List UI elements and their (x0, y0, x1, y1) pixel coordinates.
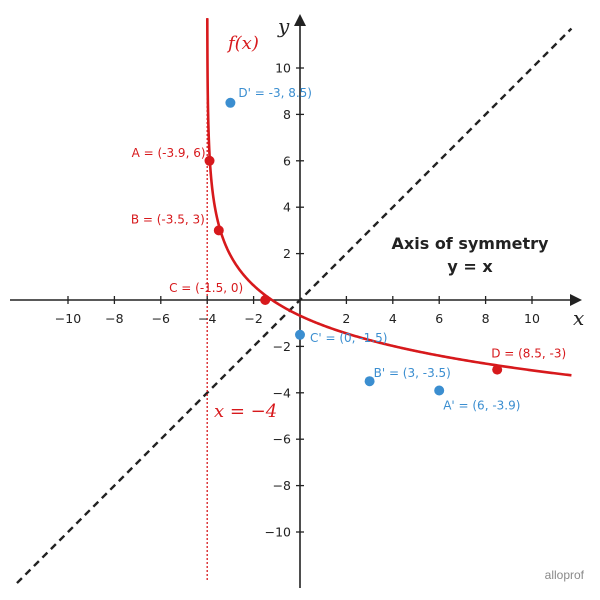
point-label: C = (-1.5, 0) (169, 281, 243, 295)
x-tick-label: 2 (342, 311, 350, 326)
y-axis-arrow (294, 14, 306, 26)
data-point (364, 376, 375, 387)
x-tick-label: 4 (389, 311, 397, 326)
point-label: A' = (6, -3.9) (443, 398, 520, 412)
point-label: B = (-3.5, 3) (131, 212, 205, 226)
y-tick-label: −2 (273, 339, 291, 354)
y-tick-label: 4 (283, 200, 291, 215)
y-tick-label: −10 (265, 525, 291, 540)
y-tick-label: −6 (273, 432, 291, 447)
point-label: D' = -3, 8.5) (238, 86, 312, 100)
x-tick-label: 8 (482, 311, 490, 326)
asymptote-label: x = −4 (214, 401, 277, 422)
point-label: A = (-3.9, 6) (132, 146, 206, 160)
data-point (295, 329, 305, 340)
symmetry-equation: y = x (447, 257, 493, 276)
x-tick-label: −2 (244, 311, 262, 326)
data-point (492, 364, 503, 375)
data-point (225, 97, 236, 108)
y-tick-label: 6 (283, 153, 291, 168)
point-label: C' = (0, -1.5) (310, 331, 387, 345)
x-tick-label: −4 (198, 311, 216, 326)
x-tick-label: −8 (105, 311, 123, 326)
x-tick-label: −10 (55, 311, 81, 326)
point-label: B' = (3, -3.5) (374, 366, 451, 380)
y-tick-label: 10 (275, 61, 291, 76)
data-point (260, 295, 271, 305)
y-axis-label: y (277, 14, 290, 38)
y-tick-label: −8 (273, 478, 291, 493)
symmetry-line (16, 27, 573, 584)
x-tick-label: 6 (435, 311, 443, 326)
y-tick-label: 8 (283, 107, 291, 122)
x-tick-label: 10 (524, 311, 540, 326)
data-point (204, 155, 215, 166)
brand-logo: alloprof (545, 568, 585, 582)
data-point (434, 385, 445, 396)
y-tick-label: −4 (273, 385, 291, 400)
x-axis-label: x (573, 306, 584, 330)
data-point (213, 225, 224, 236)
function-label: f(x) (226, 33, 259, 54)
x-axis-arrow (570, 294, 582, 306)
x-tick-label: −6 (152, 311, 170, 326)
point-label: D = (8.5, -3) (491, 347, 566, 361)
y-tick-label: 2 (283, 246, 291, 261)
function-curve (206, 18, 572, 377)
symmetry-title: Axis of symmetry (392, 234, 549, 253)
